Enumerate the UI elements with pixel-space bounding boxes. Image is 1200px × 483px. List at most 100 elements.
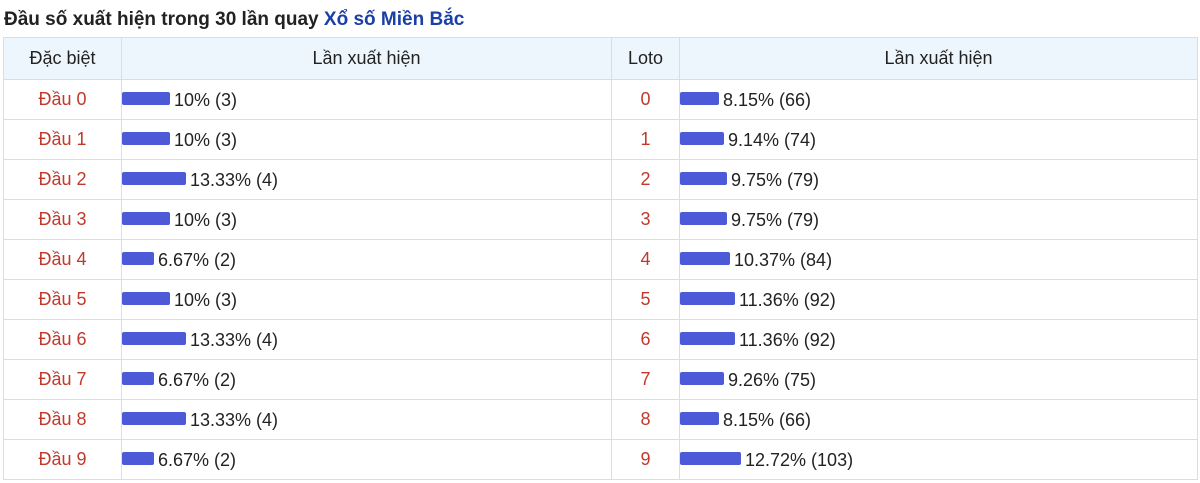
frequency-bar xyxy=(122,92,170,106)
frequency-bar xyxy=(122,412,186,426)
row-label: Đầu 9 xyxy=(3,439,122,480)
row-label: Đầu 1 xyxy=(3,119,122,160)
frequency-value: 9.75% (79) xyxy=(731,169,820,190)
loto-count-cell: 11.36% (92) xyxy=(679,279,1198,320)
frequency-bar xyxy=(122,292,170,306)
special-count-cell: 13.33% (4) xyxy=(121,159,612,200)
header-count-left: Lần xuất hiện xyxy=(121,37,612,80)
frequency-bar xyxy=(680,132,724,146)
frequency-bar xyxy=(680,372,724,386)
table-row: Đầu 1 10% (3) 1 9.14% (74) xyxy=(3,119,1198,160)
table-row: Đầu 4 6.67% (2) 4 10.37% (84) xyxy=(3,239,1198,280)
loto-count-cell: 10.37% (84) xyxy=(679,239,1198,280)
loto-digit: 3 xyxy=(611,199,680,240)
row-label: Đầu 7 xyxy=(3,359,122,400)
loto-count-cell: 12.72% (103) xyxy=(679,439,1198,480)
table-header-row: Đặc biệt Lần xuất hiện Loto Lần xuất hiệ… xyxy=(3,37,1198,80)
frequency-bar xyxy=(122,132,170,146)
frequency-value: 10% (3) xyxy=(174,209,238,230)
table-row: Đầu 3 10% (3) 3 9.75% (79) xyxy=(3,199,1198,240)
frequency-value: 13.33% (4) xyxy=(190,329,279,350)
loto-digit: 5 xyxy=(611,279,680,320)
special-count-cell: 10% (3) xyxy=(121,279,612,320)
frequency-value: 12.72% (103) xyxy=(745,449,854,470)
frequency-bar xyxy=(680,92,719,106)
special-count-cell: 13.33% (4) xyxy=(121,319,612,360)
frequency-bar xyxy=(680,452,741,466)
frequency-value: 9.75% (79) xyxy=(731,209,820,230)
loto-digit: 9 xyxy=(611,439,680,480)
row-label: Đầu 4 xyxy=(3,239,122,280)
loto-count-cell: 9.75% (79) xyxy=(679,159,1198,200)
frequency-bar xyxy=(680,172,727,186)
row-label: Đầu 3 xyxy=(3,199,122,240)
frequency-value: 10% (3) xyxy=(174,89,238,110)
lottery-region-link[interactable]: Xổ số Miền Bắc xyxy=(323,9,465,30)
frequency-bar xyxy=(122,452,154,466)
frequency-value: 9.14% (74) xyxy=(728,129,817,150)
loto-count-cell: 9.75% (79) xyxy=(679,199,1198,240)
frequency-bar xyxy=(122,372,154,386)
frequency-bar xyxy=(122,332,186,346)
frequency-value: 13.33% (4) xyxy=(190,169,279,190)
special-count-cell: 10% (3) xyxy=(121,79,612,120)
frequency-bar xyxy=(680,412,719,426)
row-label: Đầu 6 xyxy=(3,319,122,360)
page-title: Đầu số xuất hiện trong 30 lần quay Xổ số… xyxy=(4,8,464,32)
special-count-cell: 10% (3) xyxy=(121,119,612,160)
loto-digit: 2 xyxy=(611,159,680,200)
loto-digit: 0 xyxy=(611,79,680,120)
loto-digit: 7 xyxy=(611,359,680,400)
loto-count-cell: 8.15% (66) xyxy=(679,79,1198,120)
frequency-value: 9.26% (75) xyxy=(728,369,817,390)
frequency-bar xyxy=(680,292,735,306)
table-row: Đầu 8 13.33% (4) 8 8.15% (66) xyxy=(3,399,1198,440)
header-special: Đặc biệt xyxy=(3,37,122,80)
frequency-value: 6.67% (2) xyxy=(158,249,237,270)
frequency-value: 8.15% (66) xyxy=(723,409,812,430)
header-loto: Loto xyxy=(611,37,680,80)
frequency-bar xyxy=(122,252,154,266)
frequency-value: 10% (3) xyxy=(174,129,238,150)
frequency-value: 10.37% (84) xyxy=(734,249,833,270)
frequency-value: 11.36% (92) xyxy=(739,289,836,310)
row-label: Đầu 0 xyxy=(3,79,122,120)
frequency-value: 8.15% (66) xyxy=(723,89,812,110)
row-label: Đầu 5 xyxy=(3,279,122,320)
frequency-table: Đặc biệt Lần xuất hiện Loto Lần xuất hiệ… xyxy=(3,37,1198,480)
loto-count-cell: 8.15% (66) xyxy=(679,399,1198,440)
frequency-bar xyxy=(680,212,727,226)
special-count-cell: 6.67% (2) xyxy=(121,439,612,480)
loto-count-cell: 9.14% (74) xyxy=(679,119,1198,160)
table-row: Đầu 7 6.67% (2) 7 9.26% (75) xyxy=(3,359,1198,400)
frequency-bar xyxy=(680,332,735,346)
frequency-value: 13.33% (4) xyxy=(190,409,279,430)
loto-digit: 8 xyxy=(611,399,680,440)
special-count-cell: 10% (3) xyxy=(121,199,612,240)
loto-digit: 4 xyxy=(611,239,680,280)
frequency-bar xyxy=(122,212,170,226)
loto-count-cell: 9.26% (75) xyxy=(679,359,1198,400)
frequency-value: 6.67% (2) xyxy=(158,369,237,390)
loto-digit: 6 xyxy=(611,319,680,360)
table-row: Đầu 2 13.33% (4) 2 9.75% (79) xyxy=(3,159,1198,200)
header-count-right: Lần xuất hiện xyxy=(679,37,1198,80)
loto-digit: 1 xyxy=(611,119,680,160)
table-row: Đầu 0 10% (3) 0 8.15% (66) xyxy=(3,79,1198,120)
table-row: Đầu 6 13.33% (4) 6 11.36% (92) xyxy=(3,319,1198,360)
frequency-bar xyxy=(680,252,730,266)
table-row: Đầu 9 6.67% (2) 9 12.72% (103) xyxy=(3,439,1198,480)
row-label: Đầu 8 xyxy=(3,399,122,440)
row-label: Đầu 2 xyxy=(3,159,122,200)
frequency-value: 10% (3) xyxy=(174,289,238,310)
special-count-cell: 13.33% (4) xyxy=(121,399,612,440)
loto-count-cell: 11.36% (92) xyxy=(679,319,1198,360)
table-row: Đầu 5 10% (3) 5 11.36% (92) xyxy=(3,279,1198,320)
special-count-cell: 6.67% (2) xyxy=(121,359,612,400)
frequency-value: 6.67% (2) xyxy=(158,449,237,470)
frequency-value: 11.36% (92) xyxy=(739,329,836,350)
frequency-bar xyxy=(122,172,186,186)
table-body: Đầu 0 10% (3) 0 8.15% (66) Đầu 1 10% (3) 1 9.14… xyxy=(3,79,1198,480)
title-text: Đầu số xuất hiện trong 30 lần quay xyxy=(4,9,319,30)
special-count-cell: 6.67% (2) xyxy=(121,239,612,280)
